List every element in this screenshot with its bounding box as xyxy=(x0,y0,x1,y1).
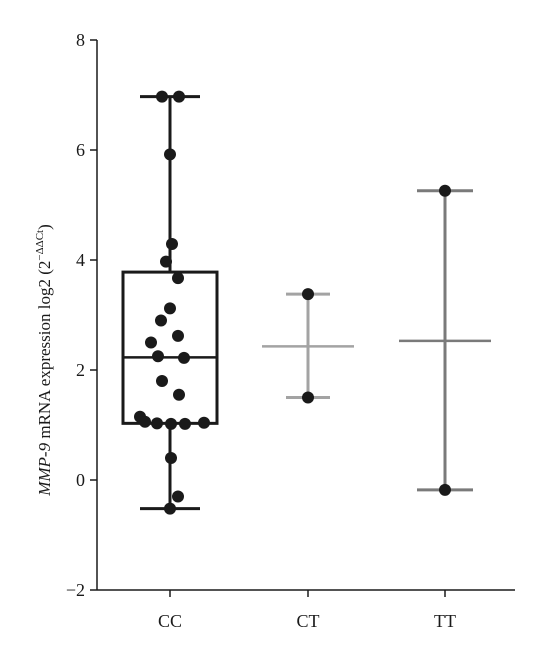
y-tick-label: 0 xyxy=(76,470,85,490)
data-point xyxy=(152,350,164,363)
data-point xyxy=(164,148,176,161)
data-point xyxy=(165,417,177,430)
data-point xyxy=(172,272,184,285)
y-tick-label: 8 xyxy=(76,30,85,50)
y-tick-label: 4 xyxy=(76,250,85,270)
y-tick-label: 2 xyxy=(76,360,85,380)
data-point xyxy=(160,255,172,268)
data-point xyxy=(302,391,314,404)
x-tick-label: TT xyxy=(434,611,456,631)
y-tick-label: −2 xyxy=(66,580,85,600)
data-point xyxy=(165,452,177,464)
y-tick-label: 6 xyxy=(76,140,85,160)
data-point xyxy=(164,302,176,315)
data-point xyxy=(151,417,163,430)
y-axis-label-text: mRNA expression log2 (2 xyxy=(35,261,54,443)
data-point xyxy=(155,314,167,327)
data-point xyxy=(156,375,168,387)
y-axis: −2 0 2 4 6 8 xyxy=(66,30,98,600)
data-point xyxy=(145,336,157,349)
data-point xyxy=(156,90,168,103)
data-point xyxy=(173,388,185,401)
y-axis-label-close: ) xyxy=(35,224,54,230)
data-point xyxy=(164,502,176,515)
y-axis-label-superscript: −ΔΔCt xyxy=(34,230,46,261)
data-point xyxy=(302,288,314,301)
data-point xyxy=(439,483,451,496)
plot-area xyxy=(121,90,491,515)
data-point xyxy=(172,490,184,503)
data-point xyxy=(166,238,178,251)
box-iqr xyxy=(121,270,219,425)
data-point xyxy=(178,351,190,364)
x-tick-label: CC xyxy=(158,611,182,631)
data-point xyxy=(179,417,191,430)
y-axis-label: MMP-9 mRNA expression log2 (2−ΔΔCt) xyxy=(34,224,54,497)
x-axis: CC CT TT xyxy=(97,589,515,631)
data-point xyxy=(439,184,451,197)
x-tick-label: CT xyxy=(296,611,319,631)
data-point xyxy=(172,329,184,342)
data-point xyxy=(173,90,185,103)
data-point xyxy=(139,415,151,428)
y-axis-label-gene: MMP-9 xyxy=(35,442,54,496)
data-point xyxy=(198,416,210,429)
